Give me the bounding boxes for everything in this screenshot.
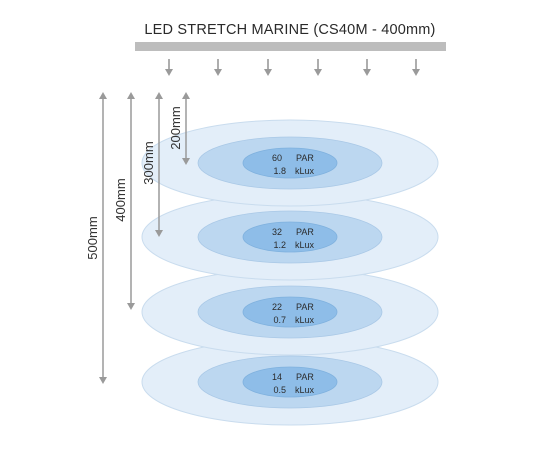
depth-label: 500mm xyxy=(85,216,100,259)
light-arrow xyxy=(412,59,420,76)
depth-dimension: 200mm xyxy=(168,92,190,165)
light-arrow xyxy=(214,59,222,76)
inner-light-ring xyxy=(242,366,338,398)
inner-light-ring xyxy=(242,147,338,179)
depth-label: 300mm xyxy=(141,141,156,184)
lux-value: 0.7 xyxy=(273,315,286,325)
depth-layers: 14 PAR 0.5 kLux 22 PAR 0.7 kLux 32 PAR 1.2 kLux 60 PA… xyxy=(141,119,439,426)
light-arrow xyxy=(363,59,371,76)
depth-label: 200mm xyxy=(168,106,183,149)
light-arrow xyxy=(314,59,322,76)
par-unit: PAR xyxy=(296,302,314,312)
depth-dimension: 400mm xyxy=(113,92,135,310)
depth-layer: 14 PAR 0.5 kLux xyxy=(141,338,439,426)
lux-value: 1.8 xyxy=(273,166,286,176)
lux-value: 1.2 xyxy=(273,240,286,250)
depth-layer: 32 PAR 1.2 kLux xyxy=(141,193,439,281)
led-light-bar xyxy=(135,42,446,51)
light-direction-arrows xyxy=(165,59,420,76)
par-value: 60 xyxy=(272,153,282,163)
par-unit: PAR xyxy=(296,153,314,163)
par-value: 32 xyxy=(272,227,282,237)
lux-unit: kLux xyxy=(295,315,315,325)
lux-unit: kLux xyxy=(295,166,315,176)
depth-dimensions: 200mm 300mm 400mm 500mm xyxy=(85,92,190,384)
par-unit: PAR xyxy=(296,227,314,237)
inner-light-ring xyxy=(242,221,338,253)
depth-dimension: 300mm xyxy=(141,92,163,237)
light-arrow xyxy=(165,59,173,76)
light-arrow xyxy=(264,59,272,76)
depth-label: 400mm xyxy=(113,178,128,221)
lux-unit: kLux xyxy=(295,385,315,395)
diagram-title: LED STRETCH MARINE (CS40M - 400mm) xyxy=(144,22,435,38)
par-value: 14 xyxy=(272,372,282,382)
lux-value: 0.5 xyxy=(273,385,286,395)
depth-layer: 60 PAR 1.8 kLux xyxy=(141,119,439,207)
par-value: 22 xyxy=(272,302,282,312)
inner-light-ring xyxy=(242,296,338,328)
par-unit: PAR xyxy=(296,372,314,382)
depth-layer: 22 PAR 0.7 kLux xyxy=(141,268,439,356)
lux-unit: kLux xyxy=(295,240,315,250)
depth-dimension: 500mm xyxy=(85,92,107,384)
